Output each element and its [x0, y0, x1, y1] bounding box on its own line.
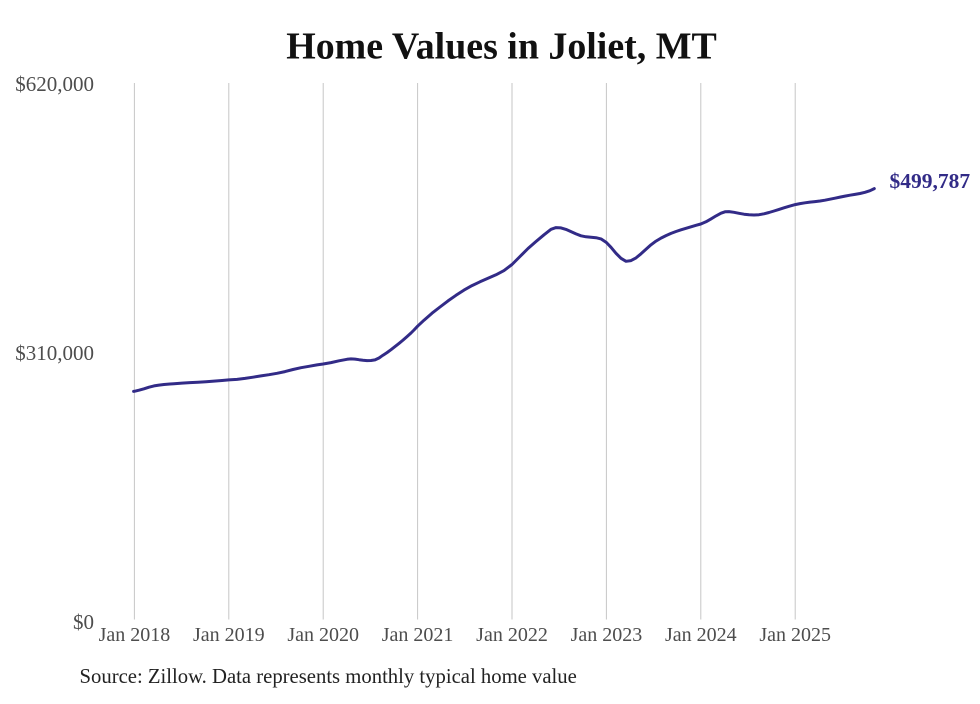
svg-text:Jan 2024: Jan 2024 — [665, 624, 737, 646]
svg-text:$620,000: $620,000 — [15, 72, 94, 96]
svg-text:Jan 2020: Jan 2020 — [287, 624, 359, 646]
svg-text:Jan 2022: Jan 2022 — [476, 624, 548, 646]
svg-text:Source: Zillow. Data represent: Source: Zillow. Data represents monthly … — [80, 666, 577, 688]
svg-text:Jan 2018: Jan 2018 — [99, 624, 171, 646]
svg-text:Jan 2025: Jan 2025 — [759, 624, 831, 646]
svg-text:$499,787: $499,787 — [890, 169, 971, 193]
svg-text:Jan 2021: Jan 2021 — [382, 624, 454, 646]
svg-text:Jan 2023: Jan 2023 — [571, 624, 643, 646]
svg-text:$0: $0 — [73, 610, 94, 634]
svg-text:$310,000: $310,000 — [15, 341, 94, 365]
svg-text:Home Values in Joliet, MT: Home Values in Joliet, MT — [286, 26, 717, 68]
svg-text:Jan 2019: Jan 2019 — [193, 624, 265, 646]
